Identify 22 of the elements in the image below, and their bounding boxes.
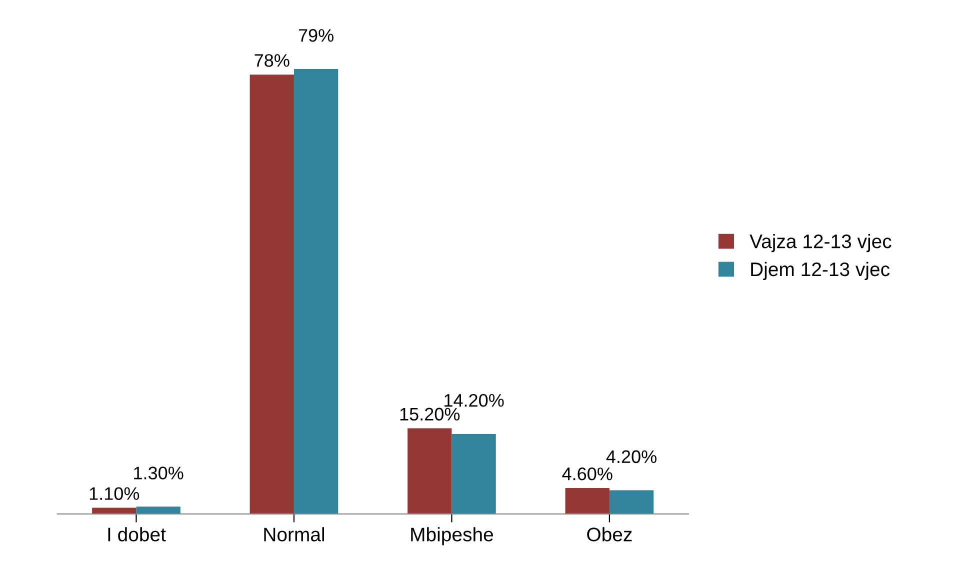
bar	[565, 488, 610, 514]
legend-label: Vajza 12-13 vjec	[750, 234, 892, 252]
data-label: 4.20%	[606, 450, 656, 464]
legend-label: Djem 12-13 vjec	[751, 262, 890, 280]
x-tick-label: Normal	[264, 527, 324, 542]
bar	[136, 506, 180, 514]
data-label: 78%	[254, 54, 290, 67]
bar	[92, 508, 136, 514]
data-label: 1.30%	[134, 466, 184, 480]
data-label: 15.20%	[400, 408, 460, 421]
data-label: 79%	[298, 29, 334, 42]
data-label: 4.60%	[562, 467, 612, 480]
x-tick-label: Mbipeshe	[411, 527, 494, 546]
bar	[609, 490, 654, 514]
bar	[408, 428, 452, 514]
bar	[452, 434, 496, 514]
x-tick-label: Obez	[587, 527, 632, 542]
data-label: 14.20%	[444, 394, 504, 407]
bar	[294, 68, 338, 514]
bar	[250, 74, 294, 514]
x-tick-label: I dobet	[108, 527, 166, 542]
data-label: 1.10%	[90, 487, 140, 500]
